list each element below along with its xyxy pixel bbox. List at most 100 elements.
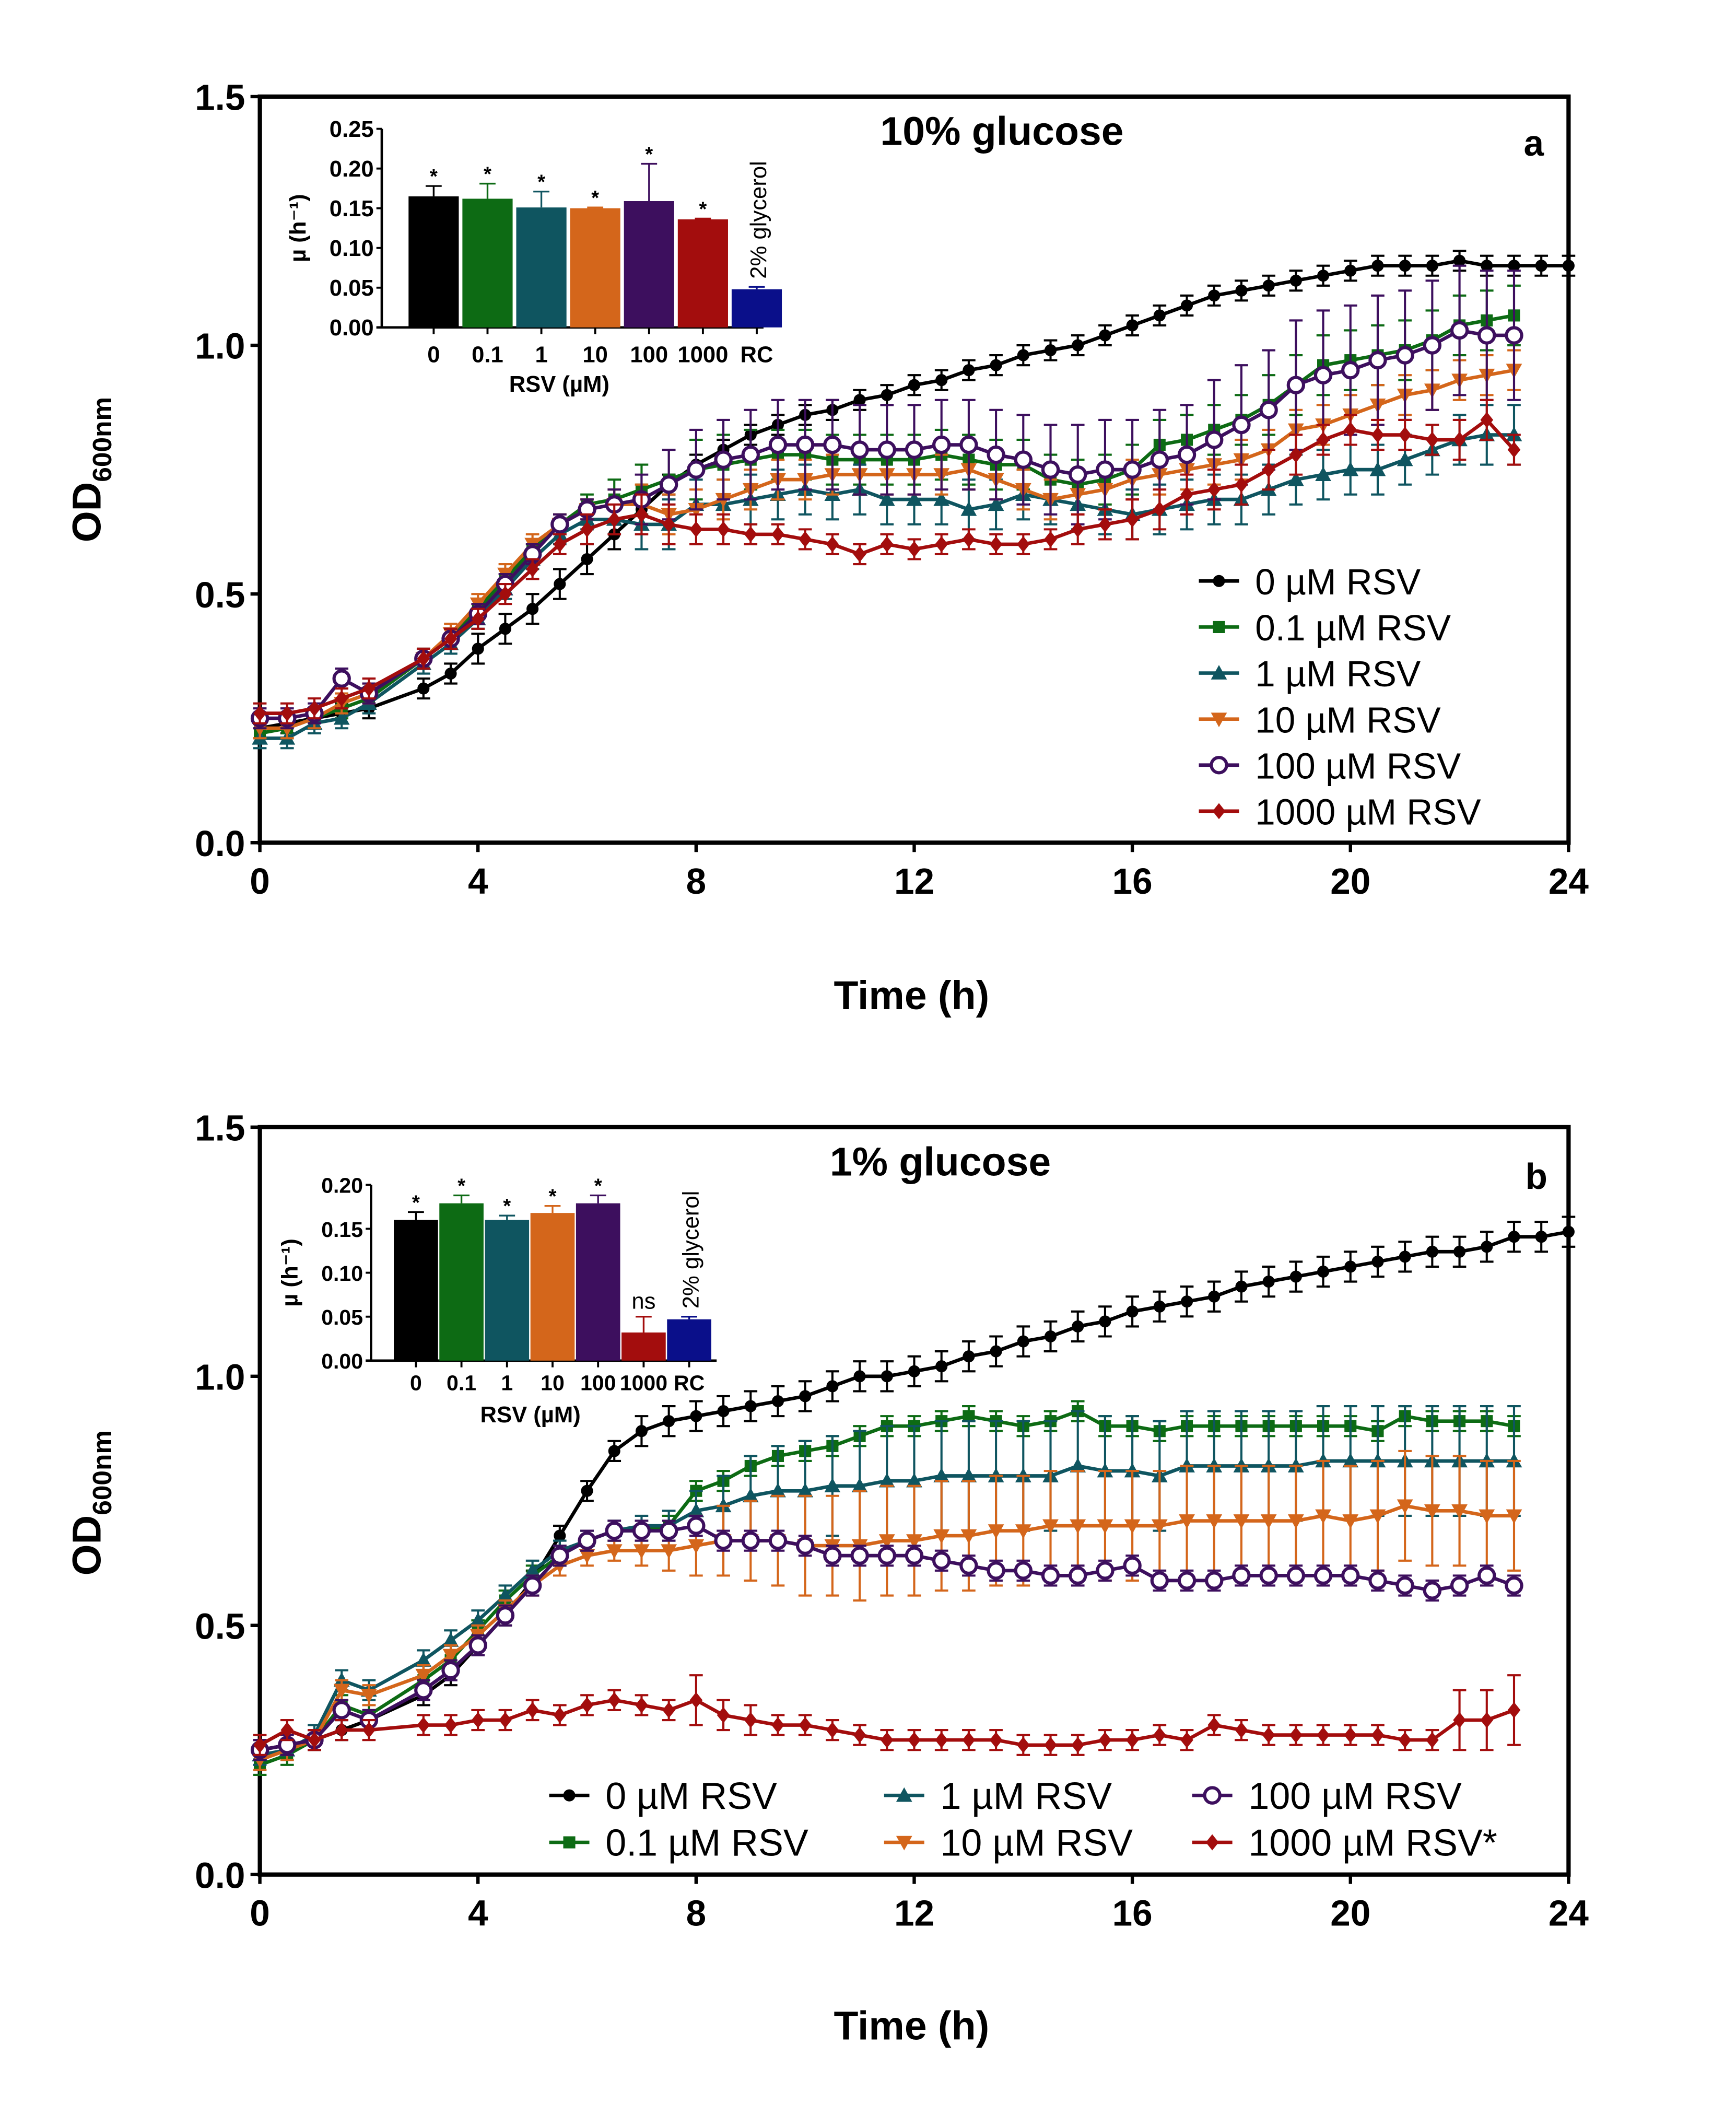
legend-item: 0.1 µM RSV [1199, 607, 1451, 648]
data-point [1508, 1231, 1520, 1243]
inset-category-label: 100 [630, 343, 668, 368]
inset-rc-label: 2% glycerol [679, 1191, 704, 1309]
data-point [1151, 1519, 1168, 1534]
data-point [1287, 1514, 1304, 1529]
data-point [906, 491, 922, 506]
data-point [332, 669, 351, 688]
data-point [878, 491, 895, 506]
significance-annotation: ns [631, 1289, 655, 1314]
data-point [335, 1722, 348, 1738]
data-point [580, 1697, 594, 1713]
data-point [1262, 279, 1275, 292]
data-point [1262, 1276, 1275, 1288]
data-point [853, 1727, 866, 1744]
y-tick-label: 1.0 [195, 1357, 245, 1397]
data-point [1481, 260, 1493, 272]
data-point [1235, 284, 1248, 297]
data-point [935, 536, 948, 553]
data-point [335, 690, 348, 707]
legend-label: 10 µM RSV [940, 1822, 1133, 1864]
data-point [1399, 1250, 1411, 1263]
inset-category-label: 1 [501, 1371, 513, 1395]
data-point [1507, 1702, 1521, 1719]
data-point [663, 1415, 675, 1428]
legend-label: 1000 µM RSV [1255, 792, 1481, 833]
data-point [799, 1717, 812, 1733]
data-point [1042, 1519, 1059, 1534]
data-point [442, 1632, 459, 1647]
data-point [935, 374, 948, 387]
data-point [1014, 1561, 1033, 1580]
data-point [988, 496, 1004, 511]
data-point [717, 1405, 730, 1418]
data-point [1399, 260, 1411, 272]
data-point [935, 1360, 948, 1373]
series-line [260, 433, 1515, 740]
data-point [1041, 460, 1060, 479]
series-line [259, 1698, 1515, 1747]
x-tick-label: 24 [1549, 1892, 1589, 1933]
data-point [742, 1488, 759, 1503]
data-point [795, 435, 815, 454]
data-point [1232, 1566, 1251, 1585]
data-point [1342, 1514, 1359, 1529]
series-4 [250, 264, 1523, 730]
data-point [768, 435, 788, 454]
data-point [987, 1561, 1005, 1580]
inset-category-label: 1 [535, 343, 547, 368]
data-point [1071, 521, 1085, 537]
data-point [523, 1576, 542, 1595]
data-point [990, 1345, 1002, 1358]
data-point [714, 450, 733, 469]
data-point [799, 531, 812, 547]
x-axis-label: Time (h) [834, 2004, 989, 2049]
data-point [1099, 329, 1111, 342]
legend-marker [1211, 665, 1227, 680]
inset-category-label: 100 [580, 1371, 616, 1395]
data-point [688, 1539, 705, 1554]
data-point [253, 1737, 266, 1754]
significance-annotation: * [430, 166, 438, 188]
data-point [744, 526, 757, 543]
data-point [444, 667, 457, 680]
series-4 [250, 1514, 1523, 1761]
inset-category-label: 1000 [677, 343, 728, 368]
series-1 [253, 1400, 1521, 1776]
data-point [605, 1521, 624, 1540]
x-tick-label: 4 [468, 1892, 488, 1933]
series-line [259, 1459, 1515, 1757]
data-point [850, 1546, 869, 1565]
significance-annotation: * [537, 171, 545, 194]
inset-bar [624, 201, 674, 328]
significance-annotation: * [484, 163, 491, 185]
legend-item: 100 µM RSV [1199, 745, 1461, 786]
legend-marker [1212, 803, 1226, 820]
data-point [470, 1612, 486, 1627]
data-point [1371, 1255, 1384, 1268]
data-point [1368, 1571, 1387, 1590]
legend-marker [896, 1787, 912, 1802]
data-point [579, 1549, 595, 1564]
data-point [1126, 1305, 1139, 1318]
data-point [1150, 450, 1169, 469]
data-point [526, 603, 539, 615]
data-point [1207, 481, 1221, 498]
data-point [1397, 1499, 1413, 1514]
data-point [1123, 1556, 1142, 1575]
data-point [689, 521, 703, 537]
data-point [962, 531, 976, 547]
data-point [906, 1534, 922, 1549]
data-point [771, 526, 784, 543]
inset-bar [667, 1319, 711, 1361]
inset-bar [485, 1220, 530, 1361]
data-point [1287, 471, 1304, 486]
data-point [771, 1717, 784, 1733]
x-tick-label: 8 [686, 1892, 707, 1933]
significance-annotation: * [458, 1175, 465, 1197]
data-point [905, 440, 924, 459]
data-point [1371, 1727, 1385, 1744]
data-point [607, 1692, 621, 1709]
data-point [1177, 445, 1197, 464]
data-point [989, 1732, 1003, 1748]
data-point [1233, 1514, 1250, 1529]
